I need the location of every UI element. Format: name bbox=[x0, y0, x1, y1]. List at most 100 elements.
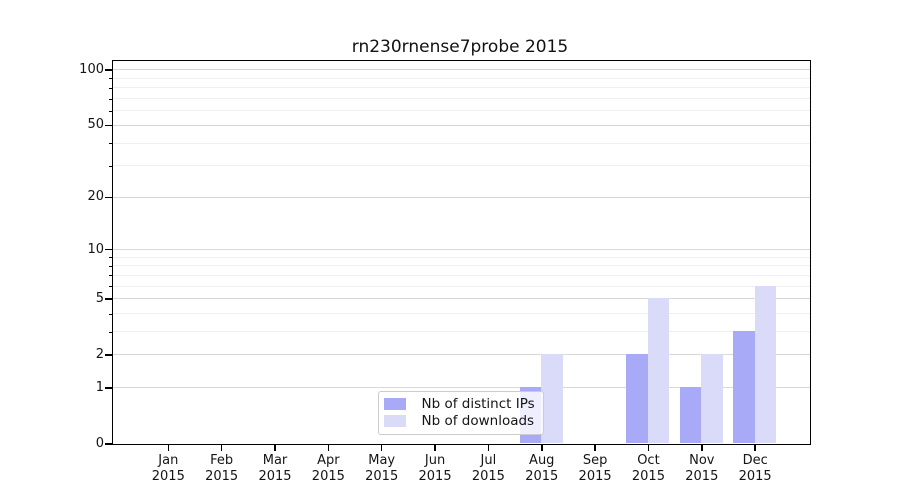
x-tick-label: Jun 2015 bbox=[407, 453, 463, 485]
y-tick-mark bbox=[105, 443, 113, 445]
bar-distinct-ips-nov bbox=[679, 387, 702, 444]
y-minor-tick-mark bbox=[109, 78, 113, 80]
x-tick-year: 2015 bbox=[151, 469, 185, 484]
y-tick-mark bbox=[105, 124, 113, 127]
y-minor-tick-mark bbox=[109, 87, 113, 89]
y-minor-tick-mark bbox=[109, 275, 113, 277]
minor-gridline bbox=[112, 87, 810, 89]
y-minor-tick-mark bbox=[109, 143, 113, 145]
y-minor-tick-mark bbox=[109, 257, 113, 259]
x-tick-mark bbox=[594, 445, 596, 451]
bar-distinct-ips-oct bbox=[626, 354, 648, 444]
x-tick-year: 2015 bbox=[631, 469, 665, 484]
major-gridline bbox=[112, 298, 810, 300]
y-tick-mark bbox=[105, 354, 113, 356]
x-tick-month: Sep bbox=[582, 453, 608, 468]
x-tick-year: 2015 bbox=[685, 469, 719, 484]
x-tick-month: Oct bbox=[637, 453, 660, 468]
legend-item-downloads: Nb of downloads bbox=[383, 413, 536, 430]
legend-swatch-distinct-ips bbox=[383, 398, 406, 410]
x-tick-label: Nov 2015 bbox=[674, 453, 730, 485]
bar-downloads-dec bbox=[754, 285, 777, 444]
x-tick-month: Jul bbox=[480, 453, 497, 468]
y-minor-tick-mark bbox=[109, 286, 113, 288]
x-tick-label: Apr 2015 bbox=[300, 453, 356, 485]
y-tick-mark bbox=[105, 196, 113, 199]
x-tick-mark bbox=[701, 445, 703, 451]
x-tick-mark bbox=[380, 445, 383, 451]
x-tick-year: 2015 bbox=[578, 469, 612, 484]
minor-gridline bbox=[112, 142, 810, 144]
minor-gridline bbox=[112, 313, 810, 315]
bar-downloads-nov bbox=[701, 354, 723, 444]
x-tick-label: Jan 2015 bbox=[140, 453, 196, 485]
y-minor-tick-mark bbox=[109, 110, 113, 112]
minor-gridline bbox=[112, 256, 810, 258]
y-tick-label: 50 bbox=[87, 117, 104, 133]
plot-area: Nb of distinct IPs Nb of downloads bbox=[111, 59, 811, 445]
y-tick-mark bbox=[105, 248, 113, 251]
x-tick-label: Feb 2015 bbox=[194, 453, 250, 485]
minor-gridline bbox=[112, 165, 810, 167]
x-tick-label: Mar 2015 bbox=[247, 453, 303, 485]
major-gridline bbox=[112, 69, 810, 71]
x-tick-mark bbox=[487, 445, 490, 451]
x-tick-month: May bbox=[368, 453, 396, 468]
legend-label-distinct-ips: Nb of distinct IPs bbox=[421, 396, 535, 412]
x-tick-month: Feb bbox=[210, 453, 234, 468]
y-tick-mark bbox=[105, 298, 113, 300]
x-tick-mark bbox=[434, 445, 436, 451]
major-gridline bbox=[112, 249, 810, 251]
x-tick-year: 2015 bbox=[738, 469, 772, 484]
y-minor-tick-mark bbox=[109, 98, 113, 100]
x-tick-month: Nov bbox=[689, 453, 715, 468]
major-gridline bbox=[112, 354, 810, 356]
legend-swatch-downloads bbox=[383, 415, 406, 427]
y-tick-label: 0 bbox=[95, 436, 104, 451]
y-tick-label: 10 bbox=[87, 241, 104, 257]
x-tick-mark bbox=[274, 445, 276, 451]
x-tick-label: Oct 2015 bbox=[620, 453, 676, 485]
x-tick-month: Apr bbox=[317, 453, 340, 468]
legend: Nb of distinct IPs Nb of downloads bbox=[377, 390, 544, 435]
x-tick-month: Aug bbox=[529, 453, 555, 468]
minor-gridline bbox=[112, 274, 810, 276]
legend-label-downloads: Nb of downloads bbox=[421, 413, 535, 429]
x-tick-year: 2015 bbox=[471, 469, 505, 484]
minor-gridline bbox=[112, 110, 810, 112]
x-tick-year: 2015 bbox=[205, 469, 239, 484]
bar-downloads-oct bbox=[647, 298, 670, 444]
x-tick-mark bbox=[647, 445, 650, 451]
x-tick-month: Jan bbox=[158, 453, 179, 468]
minor-gridline bbox=[112, 285, 810, 287]
x-tick-year: 2015 bbox=[365, 469, 399, 484]
x-tick-label: May 2015 bbox=[354, 453, 410, 485]
x-tick-label: Sep 2015 bbox=[567, 453, 623, 485]
x-tick-label: Jul 2015 bbox=[460, 453, 516, 485]
x-tick-year: 2015 bbox=[525, 469, 559, 484]
legend-item-distinct-ips: Nb of distinct IPs bbox=[383, 396, 536, 413]
x-tick-label: Dec 2015 bbox=[727, 453, 783, 485]
y-minor-tick-mark bbox=[109, 165, 113, 167]
x-tick-month: Dec bbox=[742, 453, 768, 468]
major-gridline bbox=[112, 387, 810, 389]
bar-downloads-aug bbox=[541, 354, 563, 444]
minor-gridline bbox=[112, 77, 810, 79]
y-minor-tick-mark bbox=[109, 265, 113, 267]
y-tick-label: 1 bbox=[95, 379, 104, 395]
y-tick-label: 2 bbox=[95, 346, 104, 362]
y-minor-tick-mark bbox=[109, 313, 113, 315]
x-tick-mark bbox=[541, 445, 543, 451]
x-tick-mark bbox=[327, 445, 330, 451]
x-tick-month: Mar bbox=[262, 453, 288, 468]
x-tick-label: Aug 2015 bbox=[514, 453, 570, 485]
y-tick-label: 5 bbox=[95, 290, 104, 306]
minor-gridline bbox=[112, 331, 810, 333]
x-tick-year: 2015 bbox=[311, 469, 345, 484]
x-tick-year: 2015 bbox=[418, 469, 452, 484]
x-tick-year: 2015 bbox=[258, 469, 292, 484]
y-tick-label: 100 bbox=[79, 61, 104, 77]
y-tick-mark bbox=[105, 69, 113, 71]
major-gridline bbox=[112, 124, 810, 126]
